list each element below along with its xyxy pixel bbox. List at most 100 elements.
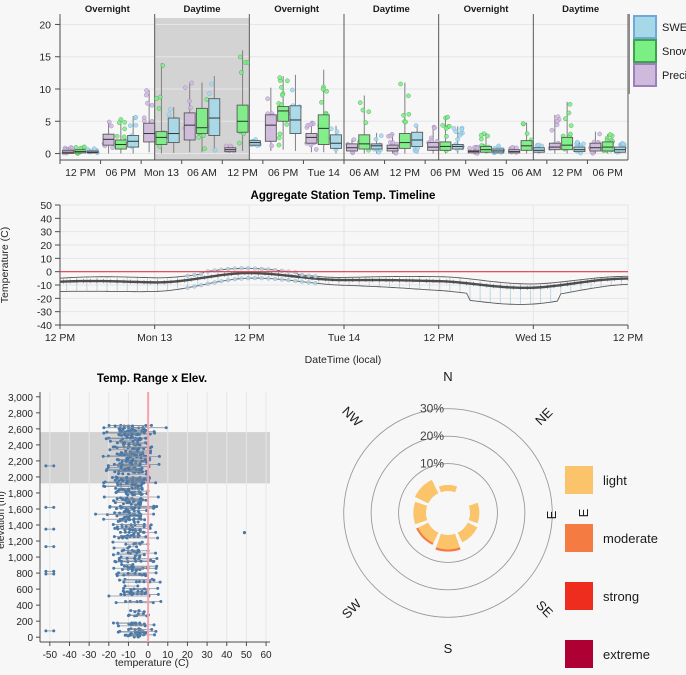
x-tick-label: 06 AM xyxy=(512,167,542,179)
boxplot-box xyxy=(223,143,237,154)
x-tick-label: 20 xyxy=(182,650,194,661)
boxplot-box xyxy=(207,76,221,153)
y-tick-label: 10 xyxy=(39,84,51,96)
legend-label: moderate xyxy=(603,531,658,546)
legend-label: extreme xyxy=(603,647,650,662)
rose-ring xyxy=(343,408,553,618)
y-tick-label: 2,600 xyxy=(8,425,33,436)
y-tick-label: 5 xyxy=(45,116,51,128)
rose-petal-segment xyxy=(414,479,439,504)
series-max xyxy=(59,267,629,285)
boxplot-box xyxy=(573,139,586,156)
boxplot-box xyxy=(248,137,262,148)
legend-label: light xyxy=(603,473,627,488)
rose-ring xyxy=(398,463,498,563)
x-axis-title: temperature (C) xyxy=(115,657,189,669)
x-tick-label: 12 PM xyxy=(227,167,257,179)
x-tick-label: Mon 13 xyxy=(144,167,179,179)
x-tick-label: Mon 13 xyxy=(137,332,172,344)
boxplot-box xyxy=(166,107,180,153)
y-tick-label: 20 xyxy=(39,19,51,31)
boxplot-box xyxy=(411,123,424,154)
boxplot-box xyxy=(196,82,210,153)
y-tick-label: 1,800 xyxy=(8,489,33,500)
x-tick-label: Tue 14 xyxy=(308,167,340,179)
x-tick-label: 06 PM xyxy=(268,167,298,179)
y-tick-label: 1,600 xyxy=(8,505,33,516)
x-tick-label: Wed 15 xyxy=(515,332,551,344)
boxplot-box xyxy=(61,145,75,156)
group-label: Overnight xyxy=(464,4,510,15)
elevation-shaded-band xyxy=(40,432,270,484)
x-tick-label: 40 xyxy=(221,650,233,661)
legend-swatch[interactable] xyxy=(633,15,657,39)
elevation-scatter-chart: Temp. Range x Elev.02004006008001,0001,2… xyxy=(0,370,300,675)
boxplot-box xyxy=(304,120,319,153)
boxplot-box xyxy=(141,88,156,153)
x-tick-label: -20 xyxy=(102,650,117,661)
y-tick-label: 2,800 xyxy=(8,409,33,420)
boxplot-box xyxy=(467,144,481,156)
boxplot-box xyxy=(101,119,115,154)
y-tick-label: 2,000 xyxy=(8,473,33,484)
boxplot-box xyxy=(547,114,562,154)
rose-petal-segment xyxy=(435,547,461,552)
boxplot-box xyxy=(85,146,100,156)
rose-petals xyxy=(413,479,480,552)
wind-rose-chart: 10%20%30%NNEESESSWNWElightmoderatestrong… xyxy=(300,370,686,675)
boxplot-box xyxy=(182,80,196,153)
rose-direction-label: N xyxy=(443,370,452,384)
y-tick-label: 40 xyxy=(40,213,52,225)
boxplot-box xyxy=(426,124,440,154)
boxplot-box xyxy=(236,50,250,151)
legend-swatch[interactable] xyxy=(633,39,657,63)
legend-label: SWE xyxy=(662,22,686,34)
wind-rose-legend: light moderate strong extreme xyxy=(565,466,658,668)
y-axis-title: Temperature (C) xyxy=(0,227,11,303)
x-tick-label: 0 xyxy=(145,650,151,661)
y-tick-label: -30 xyxy=(37,307,52,319)
x-tick-label: 06 AM xyxy=(187,167,217,179)
boxplot-box xyxy=(478,131,492,154)
legend-swatch[interactable] xyxy=(565,524,593,552)
y-tick-label: 0 xyxy=(27,633,33,644)
y-tick-label: 200 xyxy=(16,617,33,628)
boxplot-box xyxy=(317,69,330,153)
y-tick-label: 30 xyxy=(40,227,52,239)
boxplot-box xyxy=(507,144,521,155)
y-tick-label: 600 xyxy=(16,585,33,596)
y-tick-label: 0 xyxy=(45,149,51,161)
x-tick-label: 12 PM xyxy=(390,167,420,179)
y-tick-label: 50 xyxy=(40,200,52,212)
rose-ring-label: 10% xyxy=(420,457,444,471)
x-tick-label: 60 xyxy=(261,650,273,661)
y-tick-label: 2,200 xyxy=(8,457,33,468)
boxplot-box xyxy=(125,114,140,154)
boxplot-box xyxy=(560,101,574,154)
range-segments xyxy=(44,423,247,639)
boxplot-box xyxy=(588,131,602,156)
chart-title: Aggregate Station Temp. Timeline xyxy=(251,190,436,202)
legend-swatch[interactable] xyxy=(565,640,593,668)
legend-swatch[interactable] xyxy=(565,466,593,494)
legend-label: Precip xyxy=(662,70,686,82)
x-tick-label: -40 xyxy=(62,650,77,661)
group-label: Overnight xyxy=(274,4,320,15)
y-tick-label: 1,400 xyxy=(8,521,33,532)
y-tick-label: 0 xyxy=(46,267,52,279)
x-tick-label: 12 PM xyxy=(552,167,582,179)
boxplot-box xyxy=(491,143,506,155)
x-tick-label: -10 xyxy=(121,650,136,661)
y-tick-label: 3,000 xyxy=(8,393,33,404)
legend-swatch[interactable] xyxy=(565,582,593,610)
boxplot-box xyxy=(612,141,627,155)
boxplot-box xyxy=(329,125,342,154)
rose-direction-label: E xyxy=(576,508,591,517)
chart-title: Temp. Range x Elev. xyxy=(97,373,207,385)
rose-petal-segment xyxy=(413,501,428,525)
legend-swatch[interactable] xyxy=(633,63,657,87)
x-tick-label: -30 xyxy=(82,650,97,661)
boxplot-box xyxy=(439,114,452,154)
group-label: Overnight xyxy=(85,4,131,15)
